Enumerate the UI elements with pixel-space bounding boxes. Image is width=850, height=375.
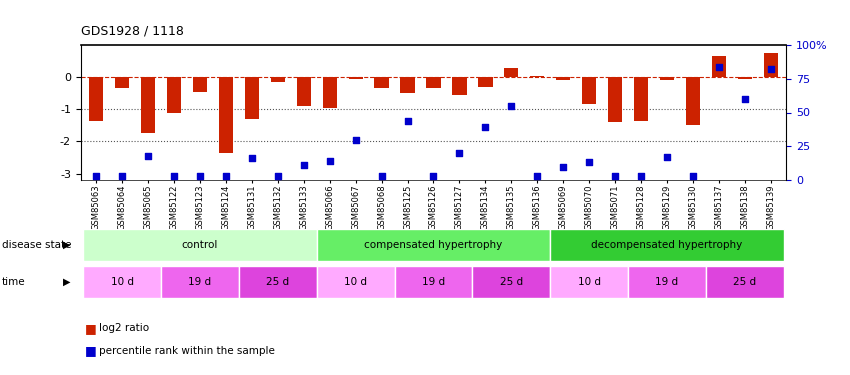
Text: 25 d: 25 d — [266, 277, 290, 287]
Bar — [317, 229, 550, 261]
Point — [505, 103, 518, 109]
Point — [245, 155, 258, 161]
Text: time: time — [2, 277, 25, 287]
Point — [479, 124, 492, 130]
Point — [141, 153, 155, 159]
Point — [764, 66, 778, 72]
Text: ■: ■ — [85, 322, 97, 334]
Bar — [452, 77, 467, 95]
Point — [89, 173, 103, 179]
Point — [323, 158, 337, 164]
Point — [557, 164, 570, 170]
Text: 25 d: 25 d — [734, 277, 756, 287]
Text: decompensated hypertrophy: decompensated hypertrophy — [592, 240, 743, 250]
Point — [660, 154, 674, 160]
Bar — [763, 53, 778, 77]
Point — [348, 136, 362, 142]
Bar — [141, 77, 156, 134]
Text: ▶: ▶ — [63, 277, 71, 287]
Bar — [556, 77, 570, 80]
Bar — [323, 77, 337, 108]
Bar — [530, 75, 544, 77]
Bar — [245, 77, 259, 119]
Point — [453, 150, 467, 156]
Text: ■: ■ — [85, 344, 97, 357]
Bar — [738, 77, 752, 80]
Point — [193, 173, 207, 179]
Bar — [375, 77, 388, 88]
Bar — [473, 266, 550, 298]
Point — [116, 173, 129, 179]
Bar — [686, 77, 700, 125]
Text: compensated hypertrophy: compensated hypertrophy — [365, 240, 502, 250]
Point — [219, 173, 233, 179]
Point — [297, 162, 310, 168]
Point — [375, 173, 388, 179]
Bar — [628, 266, 706, 298]
Point — [609, 173, 622, 179]
Bar — [218, 77, 233, 153]
Bar — [239, 266, 317, 298]
Bar — [706, 266, 784, 298]
Text: 25 d: 25 d — [500, 277, 523, 287]
Bar — [582, 77, 596, 105]
Point — [582, 159, 596, 165]
Text: control: control — [182, 240, 218, 250]
Point — [427, 173, 440, 179]
Bar — [193, 77, 207, 92]
Bar — [167, 77, 181, 112]
Text: ▶: ▶ — [63, 240, 71, 250]
Text: log2 ratio: log2 ratio — [99, 323, 150, 333]
Point — [400, 118, 414, 124]
Text: 19 d: 19 d — [189, 277, 212, 287]
Point — [738, 96, 751, 102]
Bar — [115, 77, 129, 88]
Bar — [504, 68, 518, 77]
Text: 19 d: 19 d — [655, 277, 678, 287]
Bar — [660, 77, 674, 80]
Bar — [550, 229, 784, 261]
Point — [167, 173, 181, 179]
Bar — [89, 77, 104, 120]
Text: GDS1928 / 1118: GDS1928 / 1118 — [81, 24, 184, 38]
Bar — [317, 266, 394, 298]
Point — [271, 173, 285, 179]
Bar — [550, 266, 628, 298]
Bar — [83, 229, 317, 261]
Bar — [427, 77, 440, 88]
Bar — [711, 56, 726, 77]
Point — [686, 173, 700, 179]
Bar — [479, 77, 492, 87]
Point — [634, 173, 648, 179]
Bar — [297, 77, 311, 106]
Point — [712, 64, 726, 70]
Text: 19 d: 19 d — [422, 277, 445, 287]
Text: disease state: disease state — [2, 240, 71, 250]
Bar — [83, 266, 162, 298]
Bar — [394, 266, 473, 298]
Text: 10 d: 10 d — [110, 277, 133, 287]
Text: 10 d: 10 d — [344, 277, 367, 287]
Bar — [608, 77, 622, 122]
Bar — [400, 77, 415, 93]
Point — [530, 173, 544, 179]
Text: percentile rank within the sample: percentile rank within the sample — [99, 346, 275, 355]
Text: 10 d: 10 d — [578, 277, 601, 287]
Bar — [634, 77, 649, 120]
Bar — [162, 266, 239, 298]
Bar — [348, 77, 363, 79]
Bar — [271, 77, 285, 82]
